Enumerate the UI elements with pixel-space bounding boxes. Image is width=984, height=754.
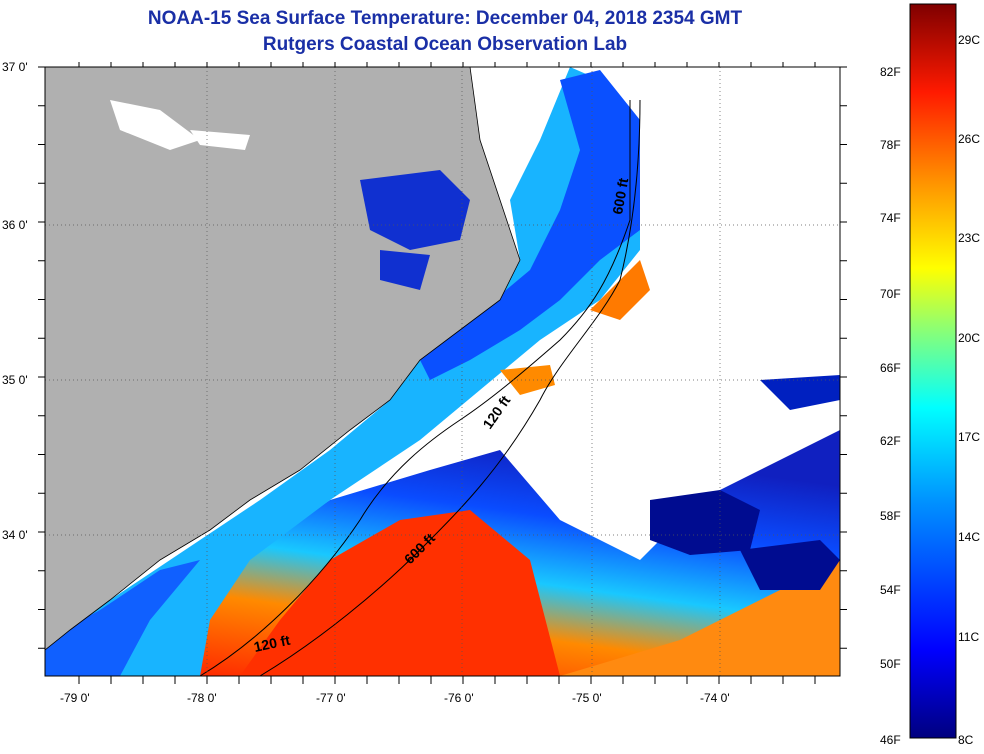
isobath-120ft-south: 120 ft [252,632,291,655]
cb-c-29: 29C [958,33,980,47]
lat-label-36: 36 0' [2,218,28,232]
warm-filament [500,365,555,395]
warm-eastern-patch [560,560,840,676]
lon-label-77: -77 0' [316,691,346,705]
map-frame [44,66,841,677]
temperature-colorbar [909,3,957,739]
lat-label-35: 35 0' [2,373,28,387]
cold-patch [650,490,760,555]
pamlico-sound [360,170,470,250]
lon-label-76: -76 0' [444,691,474,705]
inland-lake [110,100,200,150]
cb-c-8: 8C [958,733,974,747]
colorbar-labels: 82F 78F 74F 70F 66F 62F 58F 54F 50F 46F … [880,33,980,747]
graticule [45,67,840,676]
lon-label-74: -74 0' [700,691,730,705]
map-title: NOAA-15 Sea Surface Temperature: Decembe… [147,8,743,29]
map-subtitle: Rutgers Coastal Ocean Observation Lab [262,34,628,55]
axis-ticks [38,62,847,684]
cb-c-23: 23C [958,231,980,245]
cb-c-20: 20C [958,331,980,345]
lat-label-37: 37 0' [2,60,28,74]
cb-c-14: 14C [958,530,980,544]
cb-f-50: 50F [880,657,901,671]
cold-nearshore-water [45,560,200,676]
cold-shelf-water [420,70,640,380]
albemarle-sound [380,250,430,290]
cold-patch [740,540,840,590]
cb-c-11: 11C [958,630,979,644]
lat-label-34: 34 0' [2,528,28,542]
cb-f-46: 46F [880,733,901,747]
isobath-600ft-line [259,99,641,677]
cb-f-74: 74F [880,211,901,225]
cb-f-58: 58F [880,509,901,523]
cb-c-26: 26C [958,132,980,146]
cb-f-82: 82F [880,65,901,79]
lon-label-78: -78 0' [187,691,217,705]
lon-label-75: -75 0' [572,691,602,705]
isobath-600ft-north: 600 ft [609,176,631,215]
cb-f-62: 62F [880,434,901,448]
cb-f-66: 66F [880,361,901,375]
isobath-120ft-line [199,100,631,677]
cb-f-70: 70F [880,287,901,301]
cb-f-78: 78F [880,138,901,152]
lon-label-79: -79 0' [60,691,90,705]
gulf-stream-core [240,510,560,676]
cb-f-54: 54F [880,583,901,597]
cold-patch [760,375,840,410]
cb-c-17: 17C [958,430,980,444]
inland-lake [190,130,250,150]
